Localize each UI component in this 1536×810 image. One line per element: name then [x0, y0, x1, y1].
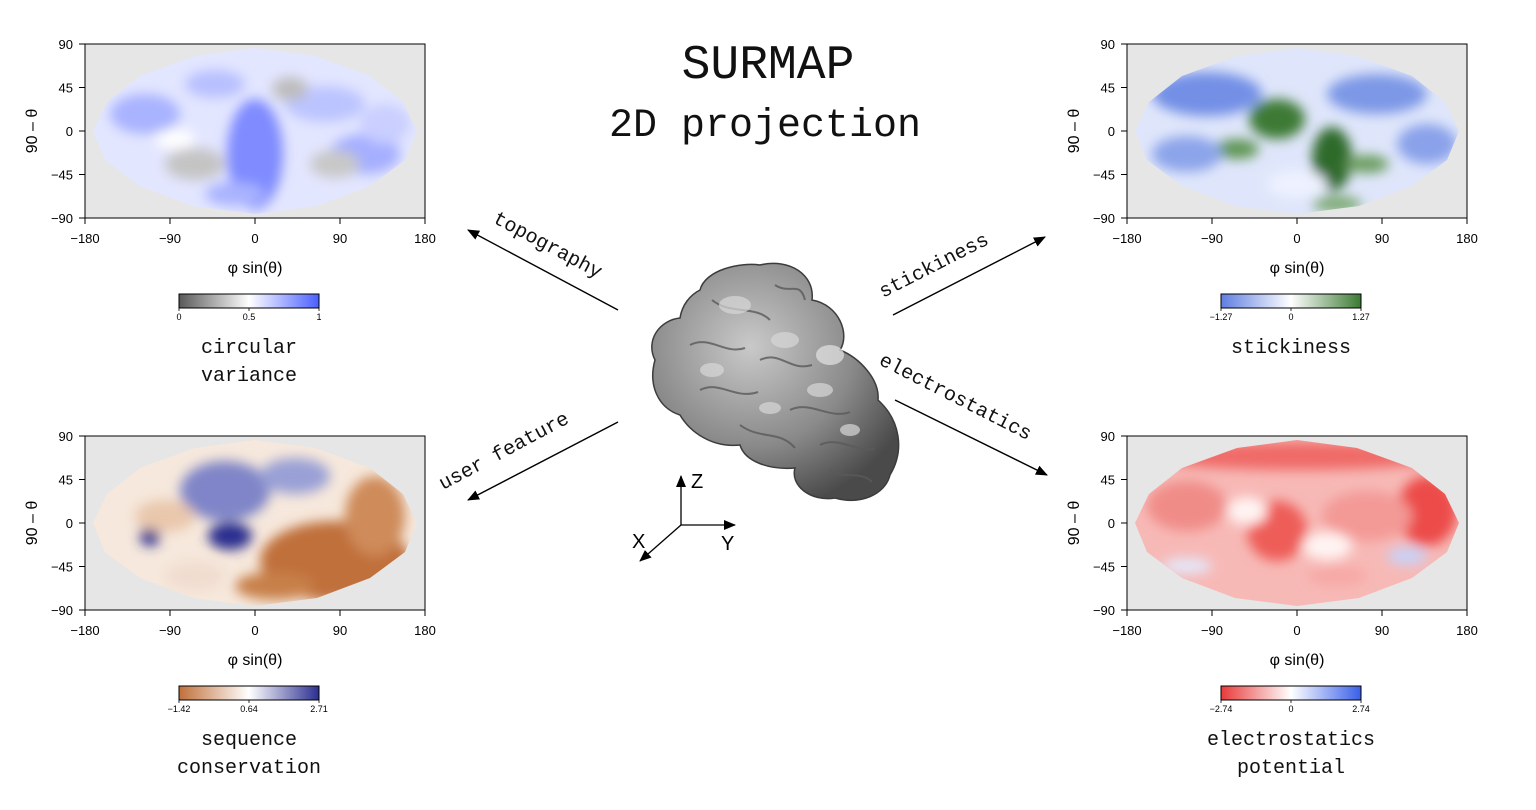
x-tick-label: 0	[251, 623, 258, 638]
map-panel-conservation: 90 45 0 −45 −90 −180 −90 0 90 180 90 – θ φ sin(θ) −1…	[24, 429, 436, 780]
x-tick-label: 0	[1293, 231, 1300, 246]
x-tick-label: −180	[70, 623, 99, 638]
colorbar-tick-label: 0	[176, 312, 181, 322]
y-tick-label: 45	[1101, 81, 1115, 96]
x-tick-label: −180	[1112, 623, 1141, 638]
arrow-stickiness	[892, 236, 1046, 316]
x-tick-label: −90	[159, 231, 181, 246]
x-axis-label: φ sin(θ)	[228, 652, 283, 669]
colorbar-caption: conservation	[177, 757, 321, 780]
y-tick-label: 45	[59, 81, 73, 96]
x-tick-label: −180	[70, 231, 99, 246]
colorbar	[1220, 685, 1362, 701]
x-tick-label: 90	[333, 231, 347, 246]
y-tick-label: 0	[66, 124, 73, 139]
projection-map	[1135, 48, 1459, 214]
colorbar-tick-label: 2.74	[1352, 704, 1370, 714]
map-panel-electrostatics: 90 45 0 −45 −90 −180 −90 0 90 180 90 – θ φ sin(θ) −2…	[1066, 429, 1478, 780]
map-panel-topography: 90 45 0 −45 −90 −180 −90 0 90 180 90 – θ φ sin(θ) 0 0…	[24, 37, 436, 388]
x-tick-label: 180	[1456, 231, 1478, 246]
projection-map	[93, 48, 417, 214]
arrow-label-user-feature: user feature	[435, 408, 573, 496]
y-tick-label: 90	[59, 429, 73, 444]
axes-triad	[639, 475, 736, 562]
colorbar-tick-label: −2.74	[1210, 704, 1233, 714]
arrow-label-topography: topography	[489, 208, 606, 285]
x-tick-label: 180	[414, 231, 436, 246]
colorbar-tick-label: 0	[1288, 312, 1293, 322]
arrow-label-electrostatics: electrostatics	[875, 350, 1035, 447]
colorbar-tick-label: 0.64	[240, 704, 258, 714]
x-tick-label: 90	[1375, 231, 1389, 246]
y-tick-label: −90	[1093, 211, 1115, 226]
colorbar-tick-label: −1.42	[168, 704, 191, 714]
y-tick-label: 0	[66, 516, 73, 531]
y-tick-label: 0	[1108, 124, 1115, 139]
colorbar-tick-label: 0	[1288, 704, 1293, 714]
title-line1: SURMAP	[682, 39, 855, 93]
colorbar	[178, 293, 320, 309]
y-axis-label: 90 – θ	[1066, 109, 1083, 154]
axis-y-label: Y	[721, 533, 734, 555]
map-panel-stickiness: 90 45 0 −45 −90 −180 −90 0 90 180 90 – θ φ sin(θ) −1…	[1066, 37, 1478, 360]
y-tick-label: −90	[51, 603, 73, 618]
y-tick-label: 45	[1101, 473, 1115, 488]
title-line2: 2D projection	[609, 104, 921, 149]
colorbar	[1220, 293, 1362, 309]
x-tick-label: −90	[159, 623, 181, 638]
y-tick-label: −90	[51, 211, 73, 226]
colorbar-caption: variance	[201, 365, 297, 388]
colorbar-tick-label: −1.27	[1210, 312, 1233, 322]
x-axis-label: φ sin(θ)	[1270, 260, 1325, 277]
y-tick-label: 90	[1101, 37, 1115, 52]
y-axis-label: 90 – θ	[24, 109, 41, 154]
colorbar-caption: circular	[201, 337, 297, 360]
protein-surface-icon	[651, 262, 900, 501]
x-tick-label: 0	[1293, 623, 1300, 638]
y-tick-label: −45	[1093, 560, 1115, 575]
arrow-user-feature	[467, 421, 619, 501]
colorbar-tick-label: 0.5	[243, 312, 256, 322]
y-axis-label: 90 – θ	[1066, 501, 1083, 546]
y-tick-label: 90	[59, 37, 73, 52]
x-tick-label: 180	[1456, 623, 1478, 638]
colorbar-caption: sequence	[201, 729, 297, 752]
axis-z-label: Z	[691, 471, 703, 493]
colorbar-caption: potential	[1237, 757, 1345, 780]
colorbar-caption: electrostatics	[1207, 729, 1375, 752]
x-tick-label: −90	[1201, 623, 1223, 638]
y-tick-label: −45	[51, 560, 73, 575]
y-axis-label: 90 – θ	[24, 501, 41, 546]
projection-map	[1135, 440, 1459, 606]
y-tick-label: 45	[59, 473, 73, 488]
colorbar	[178, 685, 320, 701]
x-tick-label: −180	[1112, 231, 1141, 246]
arrow-topography	[467, 229, 619, 311]
arrow-electrostatics	[894, 399, 1048, 476]
colorbar-tick-label: 1.27	[1352, 312, 1370, 322]
colorbar-tick-label: 1	[316, 312, 321, 322]
x-tick-label: 90	[333, 623, 347, 638]
y-tick-label: −45	[1093, 168, 1115, 183]
colorbar-tick-label: 2.71	[310, 704, 328, 714]
x-axis-label: φ sin(θ)	[1270, 652, 1325, 669]
y-tick-label: 0	[1108, 516, 1115, 531]
x-tick-label: −90	[1201, 231, 1223, 246]
y-tick-label: −90	[1093, 603, 1115, 618]
x-tick-label: 180	[414, 623, 436, 638]
colorbar-caption: stickiness	[1231, 337, 1351, 360]
y-tick-label: 90	[1101, 429, 1115, 444]
axis-x-label: X	[632, 531, 645, 553]
x-axis-label: φ sin(θ)	[228, 260, 283, 277]
x-tick-label: 90	[1375, 623, 1389, 638]
y-tick-label: −45	[51, 168, 73, 183]
x-tick-label: 0	[251, 231, 258, 246]
